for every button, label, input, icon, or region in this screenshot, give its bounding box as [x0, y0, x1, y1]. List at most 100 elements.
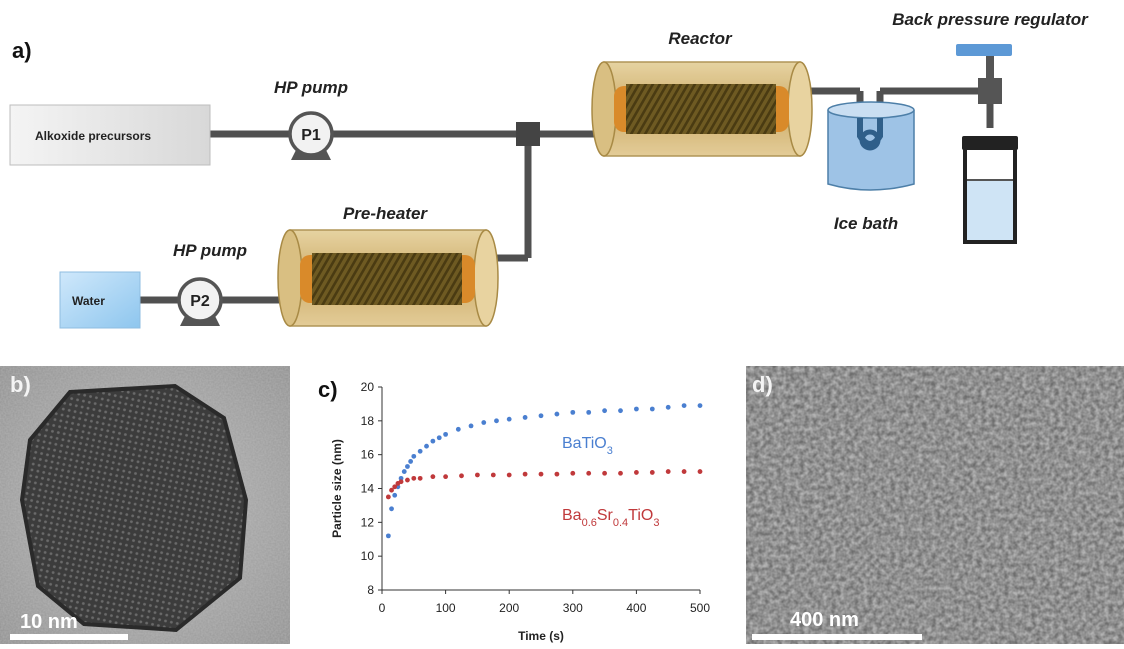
- legend-text-part: Ba: [562, 507, 582, 524]
- data-point: [443, 474, 448, 480]
- panel-b: b) 10 nm: [0, 366, 290, 644]
- data-point: [443, 431, 448, 437]
- data-point: [392, 484, 398, 490]
- data-point: [401, 469, 407, 474]
- legend-label-0: BaTiO3: [562, 435, 613, 457]
- data-point: [417, 448, 423, 454]
- scale-label-d: 400 nm: [790, 609, 859, 631]
- x-tick-label: 0: [379, 601, 386, 615]
- data-point: [618, 408, 623, 414]
- y-tick-label: 18: [361, 414, 375, 428]
- data-point: [570, 470, 576, 476]
- data-point: [408, 459, 414, 464]
- x-tick-label: 500: [690, 601, 710, 615]
- legend-label-1: Ba0.6Sr0.4TiO3: [562, 507, 659, 529]
- pump-2-caption: HP pump: [173, 241, 247, 260]
- data-point: [538, 413, 544, 419]
- data-point: [697, 403, 703, 409]
- hp-pump-1: P1 HP pump: [274, 78, 348, 160]
- back-pressure-regulator: Back pressure regulator: [892, 10, 1089, 104]
- data-point: [602, 470, 607, 476]
- alkoxide-precursors-label: Alkoxide precursors: [35, 129, 151, 143]
- data-point: [554, 471, 560, 477]
- data-point: [436, 435, 442, 441]
- data-point: [455, 426, 461, 432]
- data-point: [411, 475, 417, 481]
- data-point: [490, 472, 496, 478]
- panel-a-label: a): [12, 38, 32, 63]
- panel-c-label: c): [318, 377, 338, 402]
- data-point: [468, 423, 474, 429]
- data-point: [570, 409, 576, 415]
- data-point: [475, 472, 480, 478]
- y-tick-label: 10: [361, 549, 375, 563]
- data-point: [417, 475, 423, 481]
- data-point: [586, 409, 592, 415]
- pre-heater: Pre-heater: [277, 204, 499, 327]
- data-point: [681, 403, 687, 409]
- water-label: Water: [72, 294, 105, 308]
- ice-bath: Ice bath: [827, 101, 915, 233]
- water-tank: Water: [59, 271, 141, 329]
- legend-text-part: 3: [607, 445, 613, 457]
- legend-text-part: BaTiO: [562, 435, 607, 452]
- data-point: [665, 404, 671, 410]
- data-point: [430, 438, 436, 444]
- data-point: [385, 533, 391, 539]
- alkoxide-precursors-tank: Alkoxide precursors: [9, 104, 211, 166]
- scale-bar-b: [10, 634, 128, 640]
- data-point: [405, 477, 410, 483]
- pump-2-name: P2: [190, 293, 210, 310]
- data-point: [586, 470, 592, 476]
- bpr-label: Back pressure regulator: [892, 10, 1089, 29]
- x-tick-label: 400: [626, 601, 646, 615]
- legend-text-part: Sr: [597, 507, 614, 524]
- data-point: [389, 487, 394, 493]
- x-tick-label: 200: [499, 601, 519, 615]
- y-tick-label: 12: [361, 515, 375, 529]
- scale-label-b: 10 nm: [20, 611, 78, 633]
- pre-heater-label: Pre-heater: [343, 204, 428, 223]
- x-axis-title: Time (s): [518, 629, 564, 643]
- panel-b-label: b): [10, 372, 31, 397]
- data-point: [697, 469, 703, 474]
- panel-a: a) Alkoxide precursors Water: [9, 10, 1089, 329]
- data-point: [649, 406, 655, 412]
- data-point: [506, 416, 512, 422]
- data-point: [389, 506, 394, 512]
- x-tick-label: 300: [563, 601, 583, 615]
- data-point: [634, 406, 639, 412]
- data-point: [411, 453, 417, 459]
- reactor: Reactor: [591, 29, 813, 157]
- pump-1-name: P1: [301, 127, 321, 144]
- data-point: [665, 469, 671, 474]
- scale-bar-d: [752, 634, 922, 640]
- data-point: [538, 471, 544, 477]
- data-point: [618, 470, 623, 476]
- data-point: [405, 464, 410, 469]
- ice-bath-label: Ice bath: [834, 214, 898, 233]
- legend-text-part: TiO: [628, 507, 653, 524]
- data-point: [398, 479, 404, 485]
- series-0: [385, 403, 703, 539]
- panel-d: d) 400 nm: [746, 366, 1124, 644]
- data-point: [554, 411, 560, 417]
- x-tick-label: 100: [436, 601, 456, 615]
- legend-text-part: 0.4: [613, 517, 628, 529]
- legend-text-part: 3: [653, 517, 659, 529]
- nanoparticle: [19, 383, 249, 633]
- hp-pump-2: P2 HP pump: [173, 241, 247, 326]
- data-point: [634, 470, 639, 475]
- data-point: [522, 415, 528, 420]
- data-point: [522, 471, 528, 477]
- y-axis-title: Particle size (nm): [330, 439, 344, 538]
- data-point: [430, 474, 436, 480]
- legend-text-part: 0.6: [582, 517, 597, 529]
- y-tick-label: 16: [361, 448, 375, 462]
- t-junction: [516, 122, 540, 146]
- data-point: [681, 469, 687, 474]
